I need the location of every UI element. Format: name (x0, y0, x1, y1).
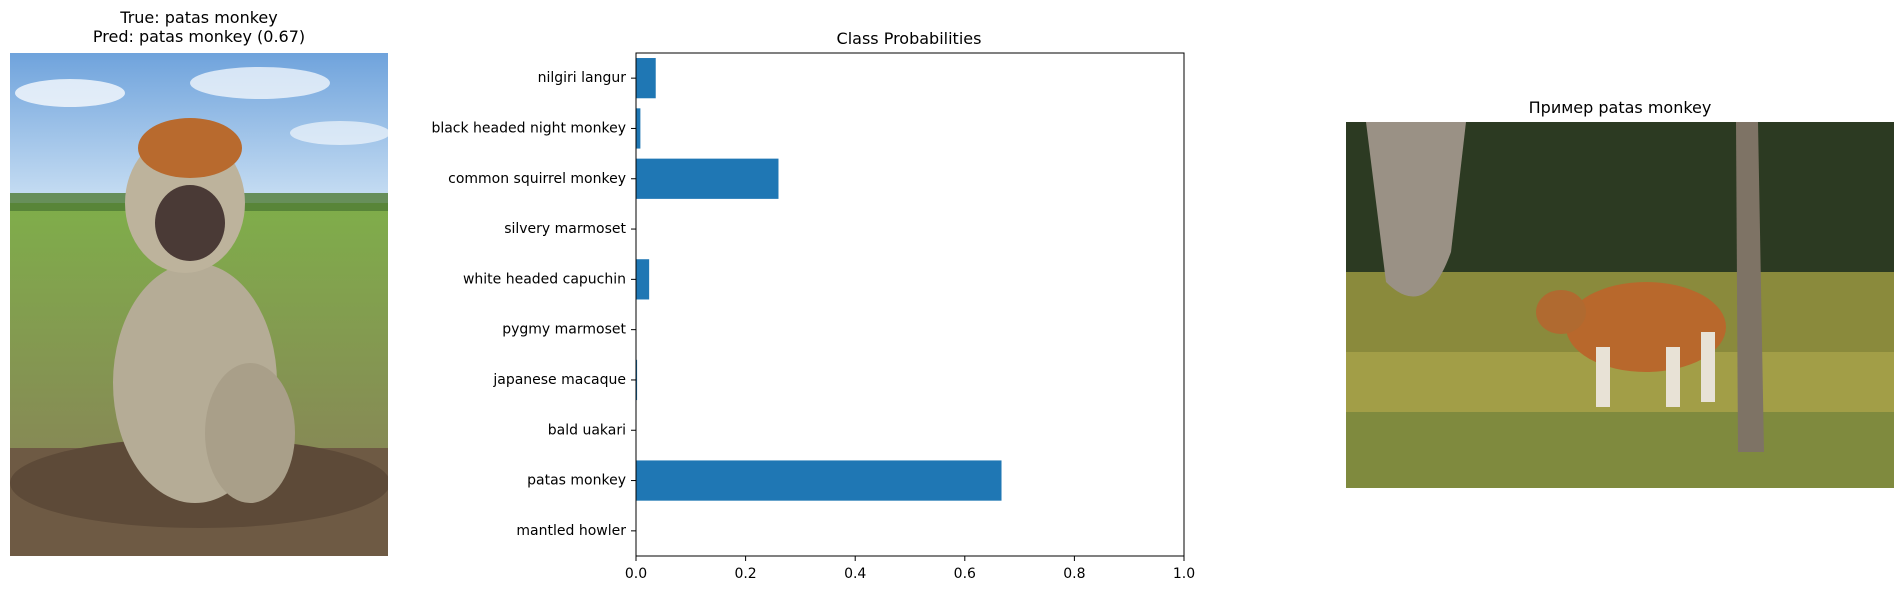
pred-label: Pred: patas monkey (0.67) (92, 27, 306, 46)
bar-patas-monkey (636, 460, 1002, 501)
y-tick-label: nilgiri langur (538, 70, 627, 86)
y-tick-label: patas monkey (527, 473, 626, 489)
y-tick-label: pygmy marmoset (502, 322, 626, 338)
y-tick-label: mantled howler (516, 523, 626, 539)
x-tick-label: 0.4 (844, 566, 866, 582)
bar-nilgiri-langur (636, 58, 656, 99)
example-title: Пример patas monkey (1528, 98, 1712, 117)
bars-group (636, 58, 1002, 501)
y-tick-label: japanese macaque (492, 372, 626, 388)
bar-japanese-macaque (636, 359, 638, 401)
chart-title: Class Probabilities (837, 29, 982, 48)
y-tick-label: white headed capuchin (463, 271, 626, 287)
x-tick-label: 0.8 (1063, 566, 1085, 582)
true-label: True: patas monkey (120, 8, 278, 27)
example-monkey-photo (1346, 122, 1894, 488)
x-tick-label: 0.2 (734, 566, 756, 582)
bar-black-headed-night-monkey (636, 108, 641, 149)
y-tick-label: black headed night monkey (431, 120, 626, 136)
left-title: True: patas monkey Pred: patas monkey (0… (10, 8, 388, 46)
x-axis: 0.0 0.2 0.4 0.6 0.8 1.0 (625, 556, 1195, 582)
x-tick-label: 0.0 (625, 566, 647, 582)
y-axis: mantled howler patas monkey bald uakari jap… (431, 70, 636, 539)
plot-frame (635, 52, 1185, 557)
query-monkey-photo (10, 53, 388, 556)
bar-common-squirrel-monkey (636, 158, 779, 199)
y-tick-label: silvery marmoset (504, 221, 626, 237)
x-tick-label: 1.0 (1173, 566, 1195, 582)
y-tick-label: bald uakari (548, 422, 626, 438)
bar-white-headed-capuchin (636, 259, 650, 300)
x-tick-label: 0.6 (954, 566, 976, 582)
y-tick-label: common squirrel monkey (448, 171, 626, 187)
